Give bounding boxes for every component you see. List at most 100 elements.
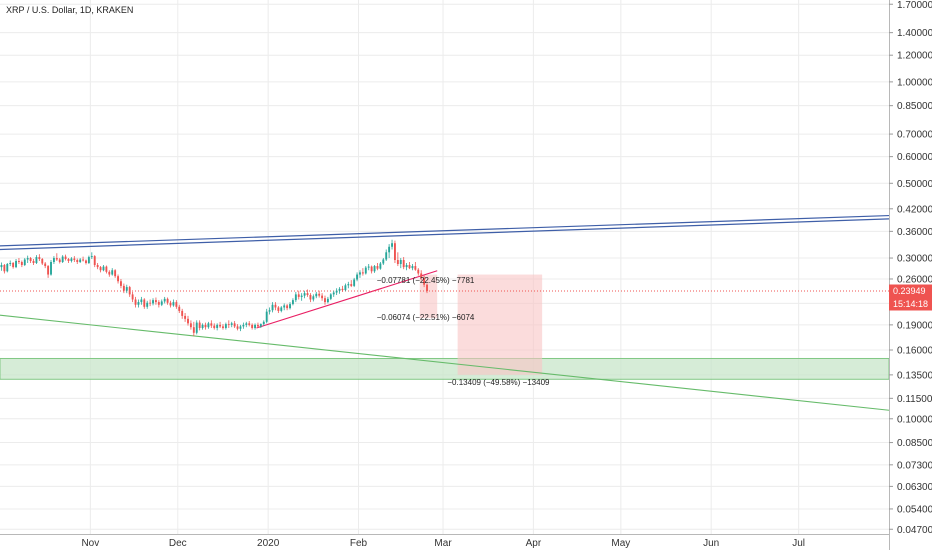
candle-body xyxy=(271,304,274,311)
candle-body xyxy=(149,302,152,304)
y-tick-label: 0.70000 xyxy=(897,130,932,141)
candle-body xyxy=(160,301,163,305)
candle-body xyxy=(102,266,105,271)
candle-body xyxy=(230,323,233,325)
y-tick-label: 0.30000 xyxy=(897,254,932,265)
candle-body xyxy=(286,305,289,309)
candle-body xyxy=(111,270,114,275)
candle-body xyxy=(154,300,157,303)
candle-body xyxy=(157,302,160,305)
grid-layer xyxy=(0,0,889,534)
y-tick-label: 0.10000 xyxy=(897,414,932,425)
candle-body xyxy=(204,324,207,328)
lines-layer xyxy=(0,214,890,411)
candle-body xyxy=(265,311,268,322)
y-tick-label: 1.00000 xyxy=(897,77,932,88)
time-axis[interactable]: Nov Dec 2020 Feb Mar Apr May Jun Jul xyxy=(81,538,805,549)
candle-body xyxy=(283,305,286,308)
candle-body xyxy=(9,262,12,265)
candle-body xyxy=(356,274,359,280)
candle-body xyxy=(242,324,245,327)
candle-body xyxy=(143,299,146,307)
measure-label: −0.13409 (−49.58%) −13409 xyxy=(447,378,550,387)
candle-body xyxy=(315,293,318,297)
candle-body xyxy=(391,243,393,247)
time-axis-bg xyxy=(0,534,889,550)
price-axis-bg xyxy=(889,0,932,550)
candle-body xyxy=(262,321,265,325)
candle-body xyxy=(364,267,367,274)
candle-body xyxy=(379,263,382,269)
candle-body xyxy=(70,258,73,261)
candle-body xyxy=(137,302,140,305)
candle-body xyxy=(335,290,338,293)
candle-body xyxy=(417,269,420,274)
measure-label: −0.07781 (−22.45%) −7781 xyxy=(377,276,475,285)
candle-body xyxy=(38,257,41,260)
candle-body xyxy=(321,295,324,299)
y-tick-label: 0.50000 xyxy=(897,179,932,190)
y-tick-label: 0.13500 xyxy=(897,370,932,381)
candle-body xyxy=(64,256,67,260)
candle-body xyxy=(359,272,361,275)
candle-body xyxy=(326,298,329,303)
candle-body xyxy=(210,323,213,326)
labels-layer: −0.07781 (−22.45%) −7781 −0.06074 (−22.51… xyxy=(377,276,550,387)
candle-body xyxy=(297,294,300,297)
candle-body xyxy=(277,307,280,311)
candle-body xyxy=(201,324,204,328)
y-tick-label: 1.40000 xyxy=(897,28,932,39)
candle-body xyxy=(280,307,283,311)
candle-body xyxy=(248,323,251,325)
candle-body xyxy=(99,267,102,271)
candle-body xyxy=(93,256,96,266)
candle-body xyxy=(353,279,356,286)
y-tick-label: 0.85000 xyxy=(897,101,932,112)
candle-body xyxy=(245,323,248,325)
candle-body xyxy=(32,260,35,263)
candle-body xyxy=(195,322,198,333)
candle-body xyxy=(29,258,32,261)
candle-body xyxy=(67,259,70,261)
candle-body xyxy=(90,256,93,258)
y-tick-label: 0.36000 xyxy=(897,227,932,238)
candle-body xyxy=(341,288,344,291)
candle-body xyxy=(117,276,119,282)
countdown-label: 15:14:18 xyxy=(893,299,928,309)
candle-body xyxy=(216,324,219,328)
y-tick-label: 0.06300 xyxy=(897,482,932,493)
last-price-badge xyxy=(889,284,932,298)
candle-body xyxy=(55,258,58,260)
candle-body xyxy=(12,262,15,268)
candle-body xyxy=(394,243,396,261)
candle-body xyxy=(73,258,76,261)
candle-body xyxy=(58,259,61,262)
candle-body xyxy=(79,259,82,262)
candle-body xyxy=(47,266,50,275)
candle-body xyxy=(289,304,291,309)
candle-body xyxy=(3,265,6,272)
candle-body xyxy=(312,296,315,300)
candle-body xyxy=(44,263,47,267)
candle-body xyxy=(254,324,256,328)
candle-body xyxy=(96,265,99,268)
candle-body xyxy=(198,322,201,328)
chart-title: XRP / U.S. Dollar, 1D, KRAKEN xyxy=(6,5,133,15)
candle-body xyxy=(207,323,210,328)
candle-body xyxy=(382,259,385,264)
candle-body xyxy=(251,324,254,328)
candle-body xyxy=(306,293,309,296)
candle-body xyxy=(423,277,426,285)
candle-body xyxy=(408,265,411,269)
y-tick-label: 0.42000 xyxy=(897,204,932,215)
candle-body xyxy=(426,284,428,292)
candles-layer xyxy=(0,239,428,337)
candle-body xyxy=(105,266,108,272)
candle-body xyxy=(399,260,402,265)
candle-body xyxy=(414,266,417,270)
candle-body xyxy=(222,326,224,328)
candle-body xyxy=(213,325,216,328)
candle-body xyxy=(76,260,79,262)
candle-body xyxy=(385,252,388,260)
